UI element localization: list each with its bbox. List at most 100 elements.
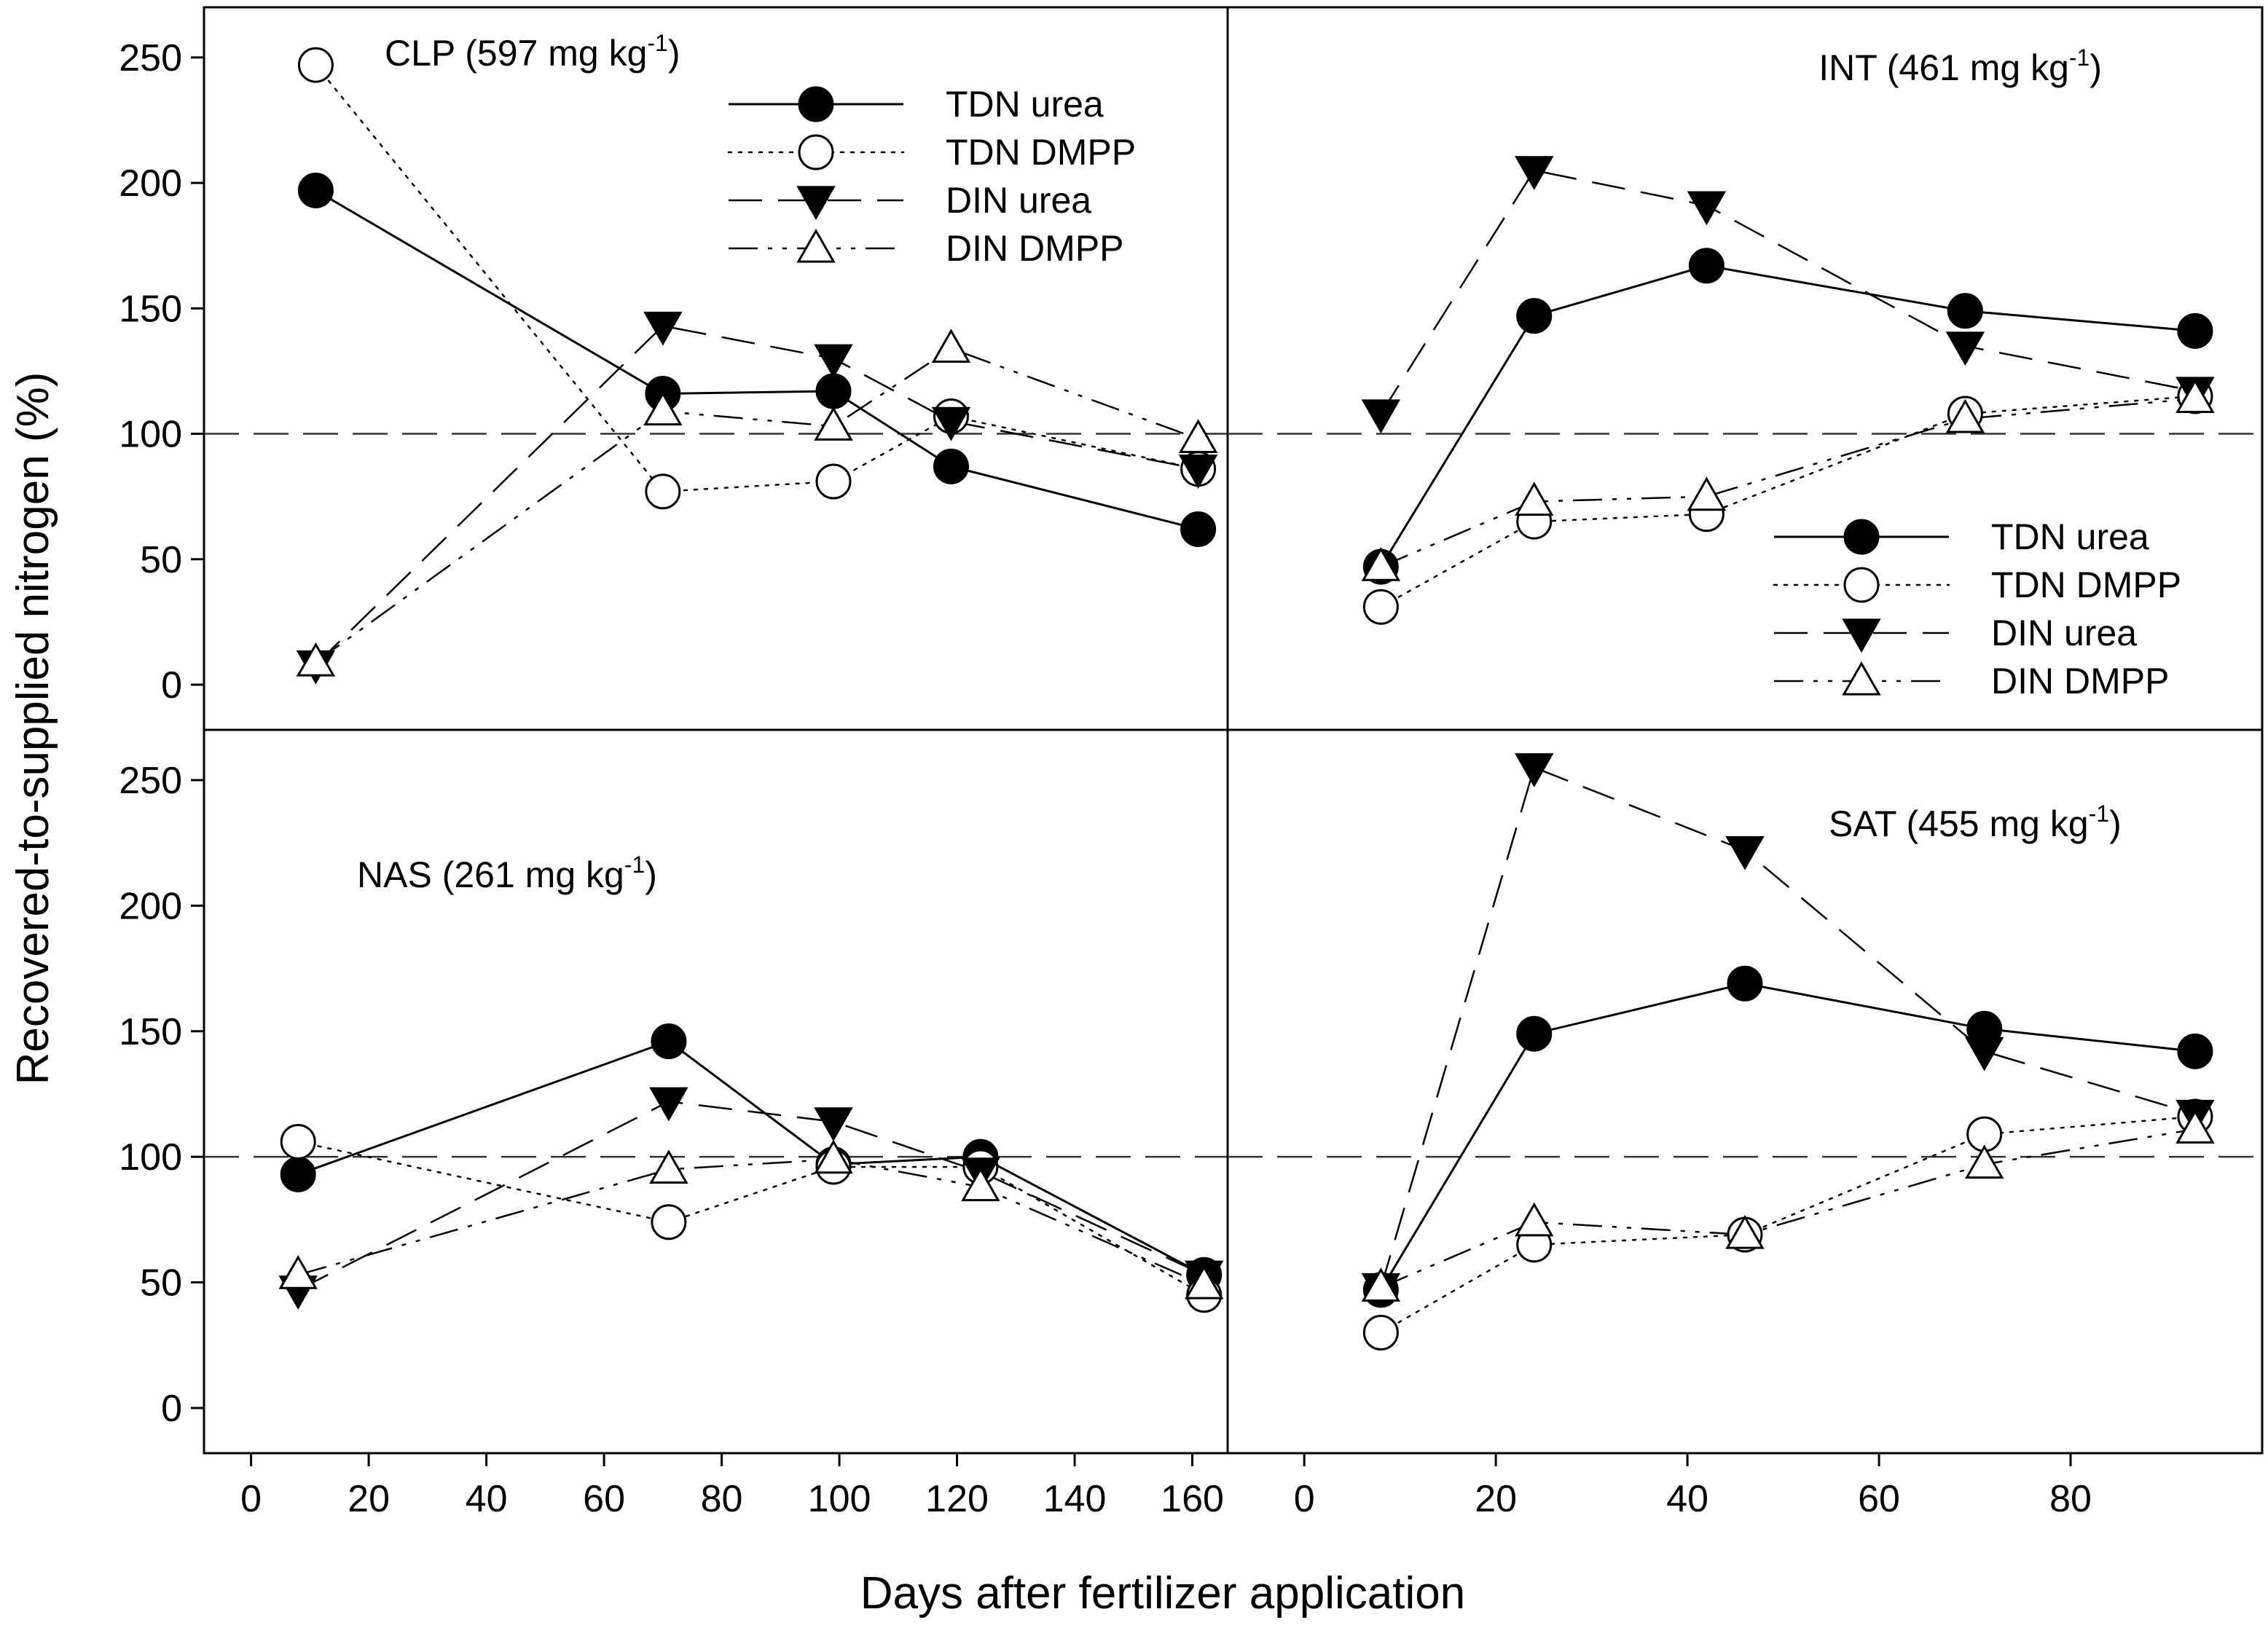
y-tick-label: 150 [119,288,182,330]
x-tick-label: 0 [1294,1478,1315,1520]
data-point-din-dmpp [2175,1109,2215,1144]
series-line-din-urea [297,1101,1205,1291]
y-tick-label: 100 [119,414,182,456]
data-point-din-dmpp [814,1139,853,1174]
x-tick-label: 140 [1043,1478,1107,1520]
data-point-din-dmpp [1361,546,1401,581]
y-tick-label: 250 [119,760,182,802]
x-axis-title: Days after fertilizer application [860,1568,1465,1619]
data-point-tdn-urea [1688,248,1724,284]
data-point-din-urea [1964,1037,2004,1071]
data-point-din-urea [1515,753,1554,787]
x-tick-label: 20 [348,1478,390,1520]
data-point-tdn-urea [815,373,852,409]
data-point-din-dmpp [1178,419,1218,454]
data-point-din-urea [814,344,853,379]
y-tick-label: 200 [119,162,182,205]
panel-label-main: SAT (455 mg kg [1829,803,2089,844]
y-tick-label: 100 [119,1136,182,1179]
series-line-din-dmpp [315,347,1199,664]
data-point-tdn-urea [297,172,334,208]
data-point-din-dmpp [931,329,971,363]
legend-marker [1842,661,1881,696]
data-point-tdn-urea [1727,965,1763,1002]
panel-nas: 0 50 100 150 200 250 0 20 40 60 80 100 120 140 160 NAS … [119,728,1229,1520]
y-tick-label: 50 [140,1262,182,1305]
data-point-din-urea [931,406,971,441]
data-point-din-dmpp [643,391,683,426]
data-point-tdn-urea [651,1023,687,1060]
data-point-tdn-dmpp [297,47,334,83]
legend-label: DIN urea [946,180,1091,221]
panel-sat: 0 20 40 60 80 SAT (455 mg kg-1) [1226,728,2264,1520]
x-tick-label: 40 [466,1478,508,1520]
panel-label-close: ) [2109,803,2122,844]
y-tick-label: 0 [161,664,182,707]
data-point-tdn-dmpp [651,1204,687,1240]
data-point-din-dmpp [1184,1265,1224,1299]
y-tick-label: 50 [140,539,182,581]
panel-int: INT (461 mg kg-1) TDN urea TDN DMPP DIN ure… [1226,6,2264,731]
data-point-tdn-dmpp [815,463,852,500]
data-point-din-dmpp [296,642,336,677]
legend-label: TDN urea [946,84,1104,125]
legend-clp: TDN urea TDN DMPP DIN urea DIN DMPP [727,84,1136,269]
data-point-tdn-urea [1516,1015,1553,1052]
data-point-din-urea [643,311,683,346]
panel-label-clp: CLP (597 mg kg-1) [385,30,680,74]
legend-label: TDN DMPP [946,132,1136,173]
panel-label-nas: NAS (261 mg kg-1) [357,852,657,895]
data-point-din-urea [814,1107,853,1142]
data-point-din-dmpp [1361,1267,1401,1302]
panel-label-close: ) [668,33,680,74]
data-point-din-dmpp [1515,481,1554,516]
data-point-din-dmpp [1945,398,1985,433]
data-point-din-urea [1725,835,1765,870]
panel-label-superscript: -1 [2089,801,2109,827]
legend-label: TDN urea [1991,516,2149,557]
x-tick-label: 100 [808,1478,871,1520]
y-tick-label: 0 [161,1388,182,1430]
data-point-din-dmpp [1725,1214,1765,1249]
legend-marker [1843,519,1880,555]
legend-marker [796,228,836,263]
x-tick-label: 40 [1666,1478,1708,1520]
panel-label-int: INT (461 mg kg-1) [1818,44,2102,88]
y-tick-label: 150 [119,1011,182,1053]
data-point-din-urea [649,1087,688,1122]
panel-label-main: CLP (597 mg kg [385,33,647,74]
panel-clp: 0 50 100 150 200 250 CLP (597 mg kg-1) TDN urea… [119,6,1229,731]
panel-label-main: INT (461 mg kg [1818,47,2069,88]
x-tick-label: 120 [925,1478,989,1520]
data-point-din-dmpp [1687,476,1727,511]
legend-label: DIN DMPP [1991,661,2169,701]
data-point-tdn-urea [1180,511,1217,547]
data-point-din-dmpp [1964,1144,2004,1179]
panel-label-sat: SAT (455 mg kg-1) [1829,801,2122,844]
legend-label: TDN DMPP [1991,565,2181,605]
legend-marker [796,186,836,221]
legend-marker [1842,618,1881,653]
y-axis-title: Recovered-to-supplied nitrogen (%) [8,372,58,1085]
data-point-tdn-dmpp [645,473,681,510]
data-point-din-dmpp [1515,1202,1554,1237]
panel-label-close: ) [2090,47,2102,88]
data-point-din-dmpp [278,1255,318,1289]
data-point-din-urea [1687,191,1727,226]
x-tick-label: 0 [240,1478,262,1520]
panel-label-close: ) [645,854,657,895]
panel-frame-sat [1226,728,2264,1455]
legend-label: DIN DMPP [946,228,1123,269]
data-point-tdn-dmpp [1362,1315,1399,1350]
data-point-tdn-urea [1947,293,1983,329]
data-point-tdn-dmpp [280,1123,316,1160]
x-tick-label: 20 [1475,1478,1517,1520]
x-tick-label: 80 [701,1478,743,1520]
data-point-tdn-urea [933,448,969,484]
data-point-din-urea [1178,455,1218,489]
x-tick-label: 60 [1858,1478,1900,1520]
x-tick-label: 80 [2049,1478,2092,1520]
data-point-tdn-urea [1516,298,1553,334]
